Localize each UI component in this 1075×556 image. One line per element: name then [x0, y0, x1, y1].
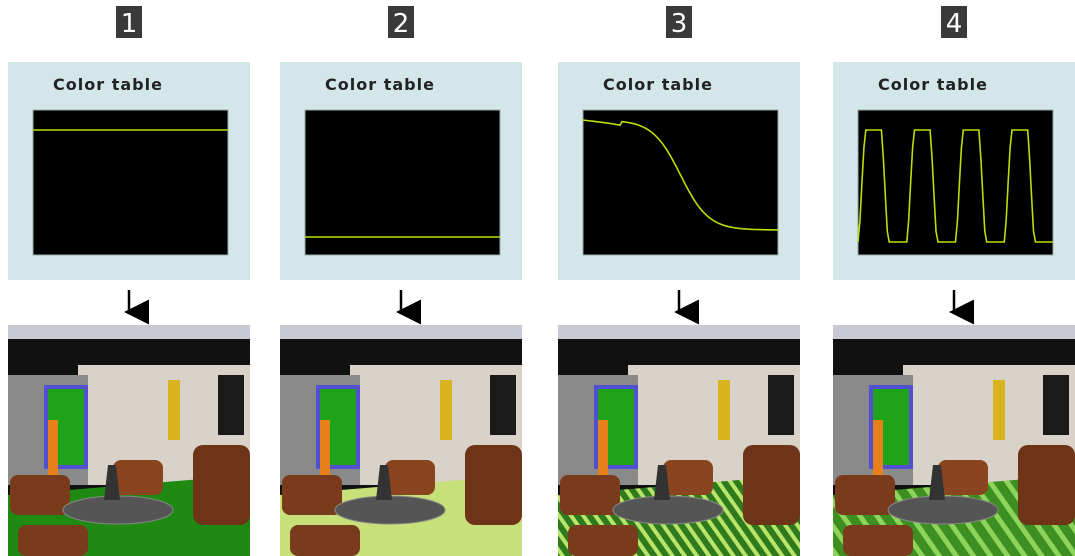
dark-panel: [768, 375, 794, 435]
table: [888, 496, 998, 524]
panel-number: 3: [671, 9, 688, 39]
panel: 2 Color table: [280, 6, 522, 556]
orange-panel: [320, 420, 330, 480]
chair: [18, 525, 88, 556]
chair: [663, 460, 713, 495]
chair: [743, 445, 800, 525]
chair: [282, 475, 342, 515]
chair: [1018, 445, 1075, 525]
pillar: [440, 380, 452, 440]
chair: [290, 525, 360, 556]
plot-area: [33, 110, 228, 255]
chair: [465, 445, 522, 525]
panel: 4 Color table: [833, 6, 1075, 556]
chair: [560, 475, 620, 515]
panel: 3 Color table: [558, 6, 800, 556]
pillar: [993, 380, 1005, 440]
color-table-title: Color table: [325, 75, 435, 94]
chair: [835, 475, 895, 515]
chair: [113, 460, 163, 495]
pillar: [718, 380, 730, 440]
orange-panel: [598, 420, 608, 480]
panel: 1 Color table: [8, 6, 250, 556]
panel-number: 2: [393, 9, 410, 39]
title-bar: [280, 325, 522, 339]
table: [613, 496, 723, 524]
chair: [568, 525, 638, 556]
chair: [843, 525, 913, 556]
chair: [10, 475, 70, 515]
chair: [193, 445, 250, 525]
figure: 1 Color table 2 Color table 3 Color table 4 Col…: [0, 0, 1075, 556]
orange-panel: [873, 420, 883, 480]
chair: [385, 460, 435, 495]
color-table-title: Color table: [603, 75, 713, 94]
plot-area: [305, 110, 500, 255]
orange-panel: [48, 420, 58, 480]
plot-area: [583, 110, 778, 255]
title-bar: [833, 325, 1075, 339]
table: [63, 496, 173, 524]
page: 1 Color table 2 Color table 3 Color table 4 Col…: [0, 0, 1075, 556]
dark-panel: [1043, 375, 1069, 435]
pillar: [168, 380, 180, 440]
table: [335, 496, 445, 524]
dark-panel: [490, 375, 516, 435]
panel-number: 1: [121, 9, 138, 39]
color-table-title: Color table: [53, 75, 163, 94]
color-table-title: Color table: [878, 75, 988, 94]
dark-panel: [218, 375, 244, 435]
title-bar: [558, 325, 800, 339]
panel-number: 4: [946, 9, 963, 39]
chair: [938, 460, 988, 495]
title-bar: [8, 325, 250, 339]
